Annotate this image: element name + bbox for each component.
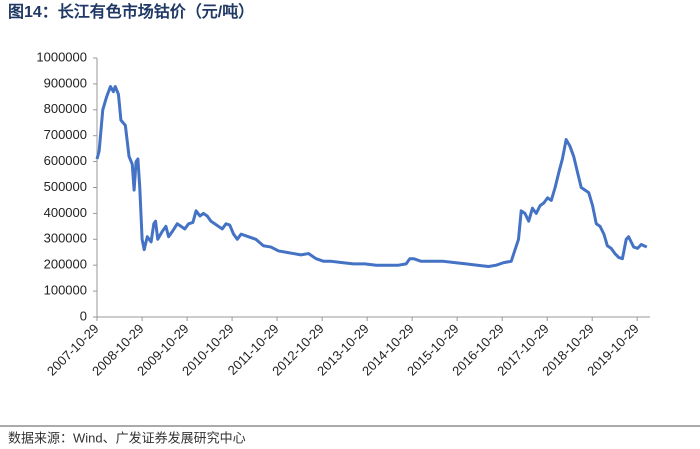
y-tick-label: 1000000 [36,49,87,64]
y-tick-label: 0 [80,308,87,323]
y-tick-label: 100000 [44,283,87,298]
y-tick-label: 800000 [44,101,87,116]
chart-title: 图14：长江有色市场钴价（元/吨） [8,2,254,21]
y-tick-label: 300000 [44,231,87,246]
y-tick-label: 600000 [44,153,87,168]
y-tick-label: 700000 [44,127,87,142]
y-tick-label: 500000 [44,179,87,194]
y-tick-label: 400000 [44,205,87,220]
y-tick-label: 900000 [44,75,87,90]
y-tick-label: 200000 [44,257,87,272]
source: 数据来源：Wind、广发证券发展研究中心 [8,430,246,445]
price-line [95,84,648,268]
